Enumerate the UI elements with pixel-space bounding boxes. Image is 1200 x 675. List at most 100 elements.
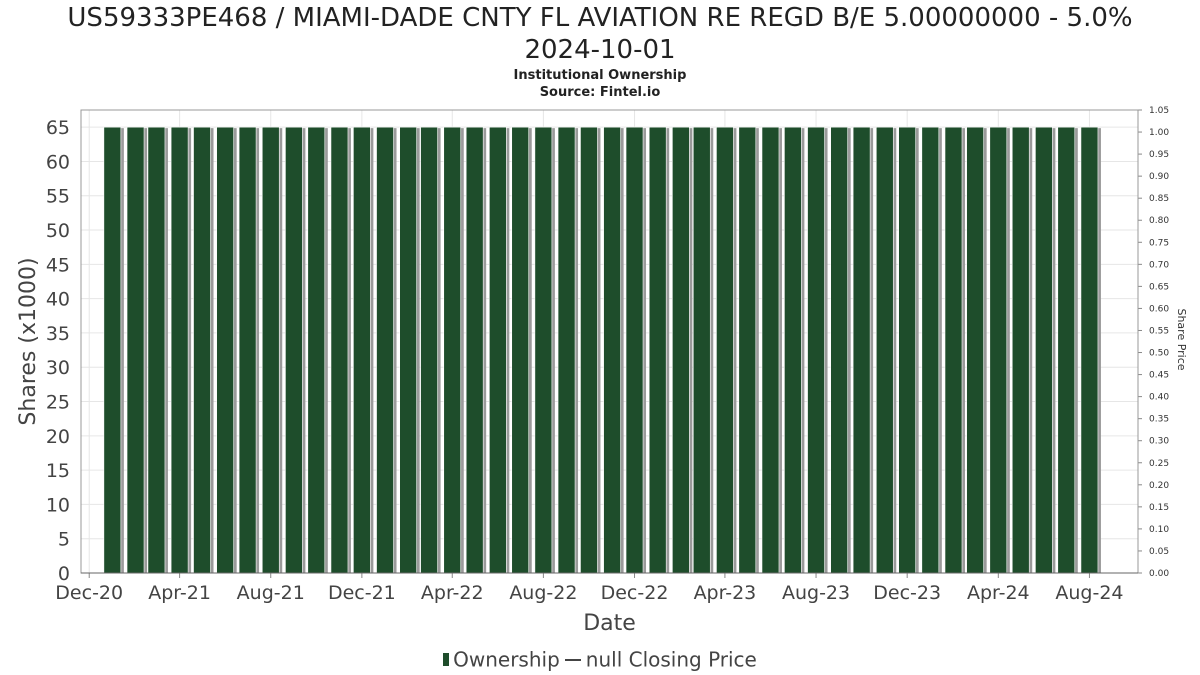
legend-ownership-label: Ownership (453, 647, 560, 672)
x-tick-label: Aug-24 (1055, 582, 1123, 604)
ownership-bar (1057, 126, 1076, 574)
ownership-bar (443, 126, 462, 574)
y2-tick-label: 0.55 (1149, 326, 1169, 336)
ownership-bar (103, 126, 122, 574)
ownership-bar (672, 126, 690, 574)
legend-ownership-swatch (443, 653, 450, 666)
ownership-bar (648, 126, 667, 574)
chart-title-line-1: US59333PE468 / MIAMI-DADE CNTY FL AVIATI… (67, 3, 1133, 33)
ownership-bar (580, 126, 598, 574)
ownership-bar (875, 126, 894, 574)
ownership-bar (399, 126, 417, 574)
chart-source: Source: Fintel.io (539, 85, 661, 100)
y-tick-label: 30 (46, 357, 70, 379)
y-axis-title: Shares (x1000) (16, 257, 41, 425)
y-tick-label: 45 (46, 254, 70, 276)
ownership-bar (307, 126, 326, 574)
chart-title-line-2: 2024-10-01 (524, 35, 676, 65)
ownership-bar (852, 126, 871, 574)
y2-tick-label: 0.25 (1149, 459, 1169, 469)
y2-tick-label: 1.00 (1149, 128, 1169, 138)
y2-tick-label: 0.50 (1149, 349, 1169, 359)
ownership-bar (261, 126, 280, 574)
ownership-bar (966, 126, 984, 574)
y-tick-label: 20 (46, 426, 70, 448)
y2-tick-label: 0.60 (1149, 304, 1169, 314)
y-tick-label: 35 (46, 323, 70, 345)
ownership-bar (216, 126, 234, 574)
x-tick-label: Aug-22 (509, 582, 577, 604)
ownership-bar (420, 126, 438, 574)
ownership-bar (557, 126, 576, 574)
chart-legend: Ownership null Closing Price (0, 646, 1200, 672)
y-tick-label: 50 (46, 220, 70, 242)
y-tick-label: 5 (58, 529, 70, 551)
legend-closing-price-label: null Closing Price (585, 647, 757, 672)
y2-tick-label: 0.15 (1149, 503, 1169, 513)
x-tick-label: Dec-22 (601, 582, 669, 604)
x-tick-label: Apr-21 (148, 582, 211, 604)
ownership-bar (898, 126, 916, 574)
y2-tick-label: 0.95 (1149, 150, 1169, 160)
ownership-bar (511, 126, 530, 574)
ownership-bar (193, 126, 211, 574)
y2-tick-label: 0.45 (1149, 371, 1169, 381)
ownership-bar (465, 126, 484, 574)
y2-tick-label: 0.65 (1149, 282, 1169, 292)
legend-closing-price-swatch (564, 658, 581, 661)
x-axis-title: Date (583, 611, 636, 636)
y2-tick-label: 0.35 (1149, 415, 1169, 425)
y-tick-label: 60 (46, 151, 70, 173)
ownership-bar (147, 126, 166, 574)
chart-title: US59333PE468 / MIAMI-DADE CNTY FL AVIATI… (0, 2, 1200, 66)
y2-tick-label: 1.05 (1149, 106, 1169, 116)
ownership-bar (534, 126, 553, 574)
ownership-bar (784, 126, 802, 574)
y-tick-label: 65 (46, 117, 70, 139)
x-tick-label: Dec-20 (55, 582, 123, 604)
y2-tick-label: 0.05 (1149, 547, 1169, 557)
ownership-bar (692, 126, 711, 574)
x-tick-label: Apr-22 (421, 582, 484, 604)
ownership-bar (1080, 126, 1099, 574)
y2-tick-label: 0.10 (1149, 525, 1169, 535)
y-tick-label: 55 (46, 186, 70, 208)
ownership-bar (126, 126, 145, 574)
ownership-bar (330, 126, 349, 574)
ownership-bar (989, 126, 1008, 574)
y-tick-label: 10 (46, 494, 70, 516)
y2-tick-label: 0.30 (1149, 437, 1169, 447)
ownership-bar (603, 126, 621, 574)
y2-tick-label: 0.20 (1149, 481, 1169, 491)
ownership-bar (830, 126, 849, 574)
ownership-bar (1035, 126, 1053, 574)
ownership-bar (921, 126, 940, 574)
ownership-bar (170, 126, 189, 574)
ownership-bar (738, 126, 757, 574)
ownership-bar (353, 126, 371, 574)
x-tick-label: Aug-23 (782, 582, 850, 604)
ownership-bar (716, 126, 734, 574)
y2-tick-label: 0.90 (1149, 172, 1169, 182)
ownership-bar (376, 126, 394, 574)
x-tick-label: Apr-24 (967, 582, 1030, 604)
x-tick-label: Apr-23 (694, 582, 757, 604)
x-tick-label: Dec-23 (873, 582, 941, 604)
x-tick-label: Dec-21 (328, 582, 396, 604)
chart-subtitle: Institutional Ownership (513, 68, 687, 83)
ownership-bar (944, 126, 963, 574)
ownership-bar (625, 126, 644, 574)
ownership-bar (489, 126, 507, 574)
ownership-bar (1011, 126, 1030, 574)
y-tick-label: 15 (46, 460, 70, 482)
ownership-bar (761, 126, 780, 574)
y-tick-label: 0 (58, 563, 70, 585)
y-tick-label: 40 (46, 289, 70, 311)
y2-axis-title: Share Price (1175, 308, 1188, 370)
y2-tick-label: 0.85 (1149, 194, 1169, 204)
ownership-bar (285, 126, 303, 574)
y2-tick-label: 0.00 (1149, 569, 1169, 579)
y2-tick-label: 0.40 (1149, 393, 1169, 403)
ownership-bar (238, 126, 257, 574)
